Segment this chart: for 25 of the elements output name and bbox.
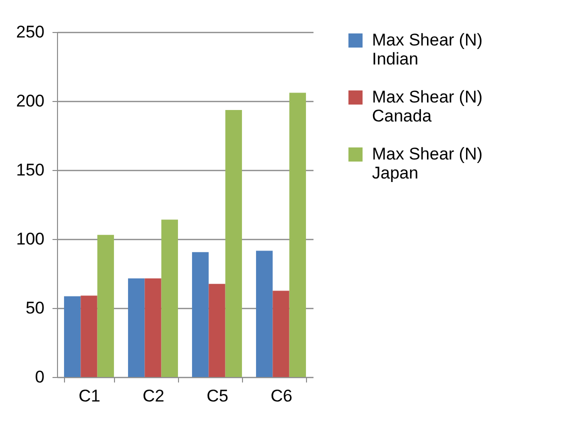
legend-label: Max Shear (N) Japan [372, 144, 483, 182]
bar [272, 290, 290, 377]
y-tick-label: 0 [35, 368, 44, 386]
bar [128, 278, 145, 377]
bar [192, 252, 209, 377]
y-tick-label: 150 [16, 160, 44, 180]
y-tick-label: 200 [16, 92, 44, 110]
x-tick-label: C6 [270, 386, 292, 406]
legend-label: Max Shear (N) Indian [372, 30, 483, 68]
y-tick-label: 100 [16, 230, 44, 248]
bar [225, 110, 242, 377]
y-tick-label: 250 [16, 22, 44, 42]
x-tick-label: C1 [78, 386, 100, 406]
bar [64, 296, 81, 377]
bar [80, 296, 98, 377]
y-tick-label: 50 [26, 298, 44, 318]
bar [208, 284, 226, 377]
bar [289, 92, 306, 377]
bar [161, 220, 178, 377]
legend-label: Max Shear (N) Canada [372, 88, 483, 126]
x-tick-label: C5 [206, 386, 228, 406]
bar [97, 234, 114, 377]
x-tick-label: C2 [142, 386, 164, 406]
bar [144, 278, 162, 377]
bar [256, 250, 273, 377]
